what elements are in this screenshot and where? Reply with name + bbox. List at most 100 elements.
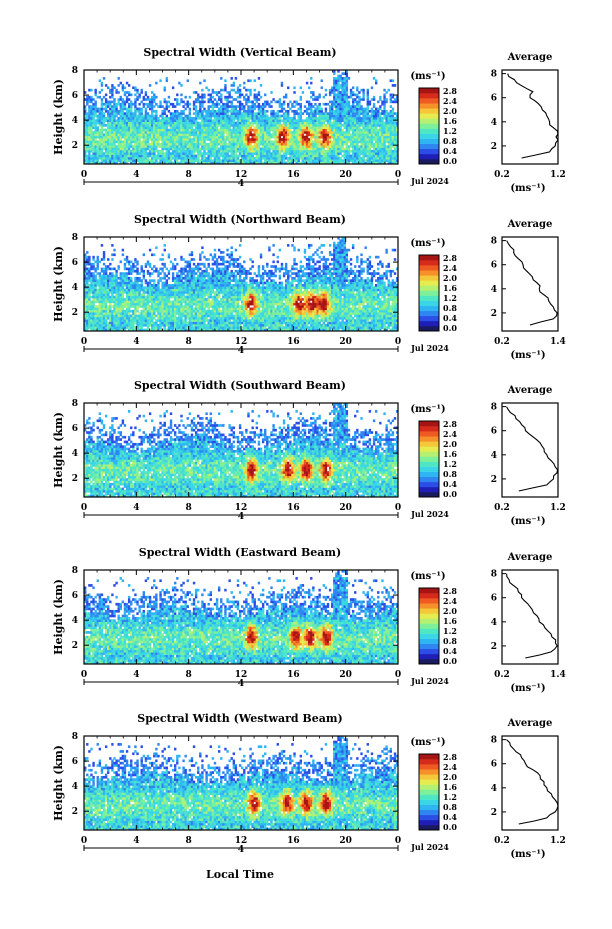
heatmap-cell (130, 133, 133, 137)
heatmap-cell (113, 159, 116, 162)
heatmap-cell (184, 107, 187, 111)
heatmap-cell (92, 272, 95, 275)
heatmap-cell (134, 93, 137, 97)
heatmap-cell (358, 124, 361, 127)
heatmap-cell (132, 316, 135, 320)
heatmap-cell (119, 307, 122, 311)
heatmap-cell (385, 121, 388, 125)
heatmap-cell (142, 291, 145, 294)
heatmap-cell (194, 138, 198, 141)
heatmap-cell (205, 156, 208, 160)
heatmap-cell (138, 276, 141, 280)
heatmap-cell (119, 95, 122, 99)
heatmap-cell (345, 114, 349, 118)
heatmap-cell (379, 126, 382, 130)
heatmap-cell (182, 117, 185, 120)
heatmap-cell (297, 147, 300, 151)
heatmap-cell (230, 131, 233, 134)
heatmap-cell (358, 154, 361, 158)
heatmap-cell (155, 131, 158, 134)
heatmap-cell (132, 121, 135, 125)
heatmap-cell (278, 133, 282, 137)
heatmap-cell (381, 161, 384, 165)
heatmap-cell (345, 147, 349, 151)
heatmap-cell (257, 161, 261, 165)
heatmap-cell (130, 156, 133, 160)
heatmap-cell (178, 131, 181, 134)
heatmap-cell (84, 147, 87, 151)
heatmap-cell (136, 131, 139, 134)
heatmap-cell (335, 102, 338, 106)
heatmap-cell (356, 95, 359, 99)
heatmap-cell (307, 128, 311, 132)
heatmap-cell (117, 154, 120, 158)
heatmap-cell (130, 112, 133, 115)
heatmap-cell (282, 152, 286, 155)
heatmap-cell (163, 107, 166, 111)
heatmap-cell (132, 147, 135, 151)
heatmap-cell (121, 312, 125, 315)
heatmap-cell (301, 135, 305, 139)
heatmap-cell (257, 105, 261, 108)
heatmap-cell (201, 147, 204, 151)
heatmap-cell (316, 159, 319, 162)
heatmap-cell (243, 86, 246, 90)
heatmap-cell (130, 124, 133, 127)
heatmap-cell (130, 117, 133, 120)
heatmap-cell (364, 107, 367, 111)
heatmap-cell (289, 156, 292, 160)
heatmap-cell (284, 112, 288, 115)
heatmap-cell (121, 84, 125, 87)
heatmap-cell (138, 159, 141, 162)
heatmap-cell (259, 135, 263, 139)
heatmap-cell (184, 152, 187, 155)
heatmap-cell (201, 161, 204, 165)
heatmap-cell (117, 131, 120, 134)
heatmap-cell (153, 124, 156, 127)
heatmap-cell (176, 131, 179, 134)
heatmap-cell (351, 126, 355, 130)
heatmap-cell (123, 117, 127, 120)
heatmap-cell (245, 131, 248, 134)
heatmap-cell (100, 100, 104, 104)
heatmap-cell (144, 131, 148, 134)
heatmap-cell (307, 86, 311, 90)
colorbar-swatch (419, 133, 439, 139)
heatmap-cell (150, 309, 154, 313)
heatmap-cell (111, 145, 114, 148)
heatmap-cell (249, 79, 252, 83)
heatmap-cell (148, 154, 152, 158)
heatmap-cell (228, 124, 231, 127)
heatmap-cell (226, 98, 229, 101)
heatmap-cell (381, 145, 384, 148)
heatmap-cell (339, 159, 342, 162)
heatmap-cell (127, 114, 131, 118)
heatmap-cell (232, 88, 236, 92)
heatmap-cell (383, 105, 386, 108)
heatmap-cell (171, 133, 175, 137)
heatmap-cell (98, 95, 102, 99)
colorbar-tick-label: 2.0 (443, 106, 457, 116)
heatmap-cell (113, 126, 116, 130)
heatmap-cell (295, 121, 298, 125)
heatmap-cell (130, 154, 133, 158)
heatmap-cell (238, 128, 242, 132)
heatmap-cell (333, 161, 336, 165)
heatmap-cell (228, 140, 231, 144)
heatmap-cell (121, 133, 125, 137)
heatmap-cell (287, 159, 290, 162)
heatmap-cell (377, 156, 380, 160)
heatmap-cell (226, 142, 229, 146)
x-tick-label: 12 (235, 170, 248, 180)
heatmap-cell (150, 291, 154, 294)
heatmap-cell (307, 100, 311, 104)
heatmap-cell (123, 142, 127, 146)
heatmap-cell (368, 159, 372, 162)
heatmap-cell (220, 154, 223, 158)
heatmap-cell (335, 131, 338, 134)
heatmap-cell (333, 149, 336, 153)
heatmap-cell (161, 126, 164, 130)
heatmap-cell (182, 159, 185, 162)
heatmap-cell (282, 147, 286, 151)
heatmap-cell (194, 142, 198, 146)
